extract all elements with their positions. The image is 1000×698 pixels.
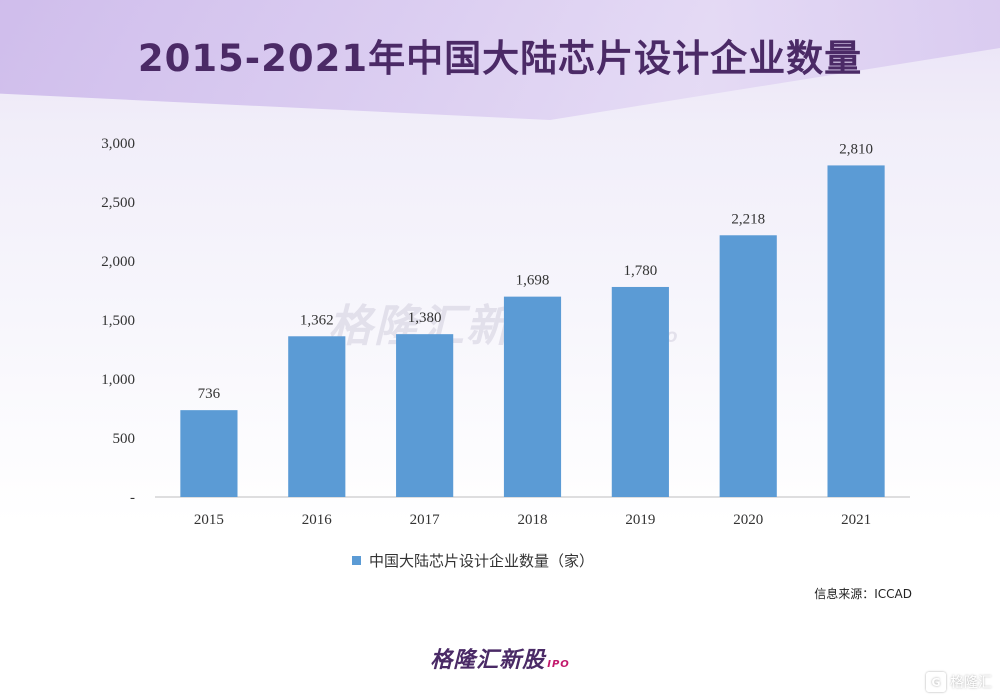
legend-label: 中国大陆芯片设计企业数量（家） — [369, 552, 595, 570]
data-label: 2,218 — [731, 211, 765, 227]
y-tick-label: - — [130, 490, 135, 506]
x-tick-label: 2017 — [410, 512, 441, 528]
y-tick-label: 1,500 — [101, 313, 135, 329]
brand-name: 格隆汇新股 — [430, 648, 546, 673]
corner-logo: G 格隆汇 — [926, 672, 992, 692]
x-tick-label: 2019 — [625, 512, 655, 528]
bars-group — [180, 165, 885, 498]
y-tick-label: 2,500 — [101, 195, 135, 211]
bar — [288, 336, 346, 497]
data-label: 736 — [198, 386, 221, 402]
corner-logo-icon: G — [926, 672, 946, 692]
data-label: 1,780 — [623, 263, 657, 279]
bar — [827, 165, 885, 498]
x-tick-label: 2015 — [194, 512, 224, 528]
bar — [611, 286, 669, 497]
x-tick-label: 2016 — [302, 512, 333, 528]
legend-swatch — [352, 556, 361, 565]
x-tick-label: 2018 — [518, 512, 548, 528]
data-label: 2,810 — [839, 141, 873, 157]
bar — [396, 334, 454, 497]
y-tick-label: 1,000 — [101, 372, 135, 388]
y-tick-label: 500 — [113, 431, 136, 447]
y-tick-label: 2,000 — [101, 254, 135, 270]
bar — [503, 296, 562, 497]
x-axis-ticks: 2015 2016 2017 2018 2019 2020 2021 — [194, 512, 871, 528]
x-tick-label: 2021 — [841, 512, 871, 528]
bar — [719, 235, 777, 497]
brand-logo: 格隆汇新股 IPO — [0, 642, 1000, 674]
y-axis-ticks: - 500 1,000 1,500 2,000 2,500 3,000 — [101, 136, 135, 506]
data-label: 1,380 — [408, 310, 442, 326]
source-note: 信息来源：ICCAD — [814, 587, 912, 601]
y-tick-label: 3,000 — [101, 136, 135, 152]
corner-logo-text: 格隆汇 — [950, 675, 992, 691]
data-labels: 736 1,362 1,380 1,698 1,780 2,218 2,810 — [198, 141, 873, 402]
legend: 中国大陆芯片设计企业数量（家） — [352, 550, 594, 571]
x-tick-label: 2020 — [733, 512, 763, 528]
bar — [180, 410, 238, 497]
data-label: 1,698 — [516, 273, 550, 289]
data-label: 1,362 — [300, 312, 334, 328]
page-title: 2015-2021年中国大陆芯片设计企业数量 — [137, 37, 863, 80]
brand-sub: IPO — [547, 659, 570, 670]
